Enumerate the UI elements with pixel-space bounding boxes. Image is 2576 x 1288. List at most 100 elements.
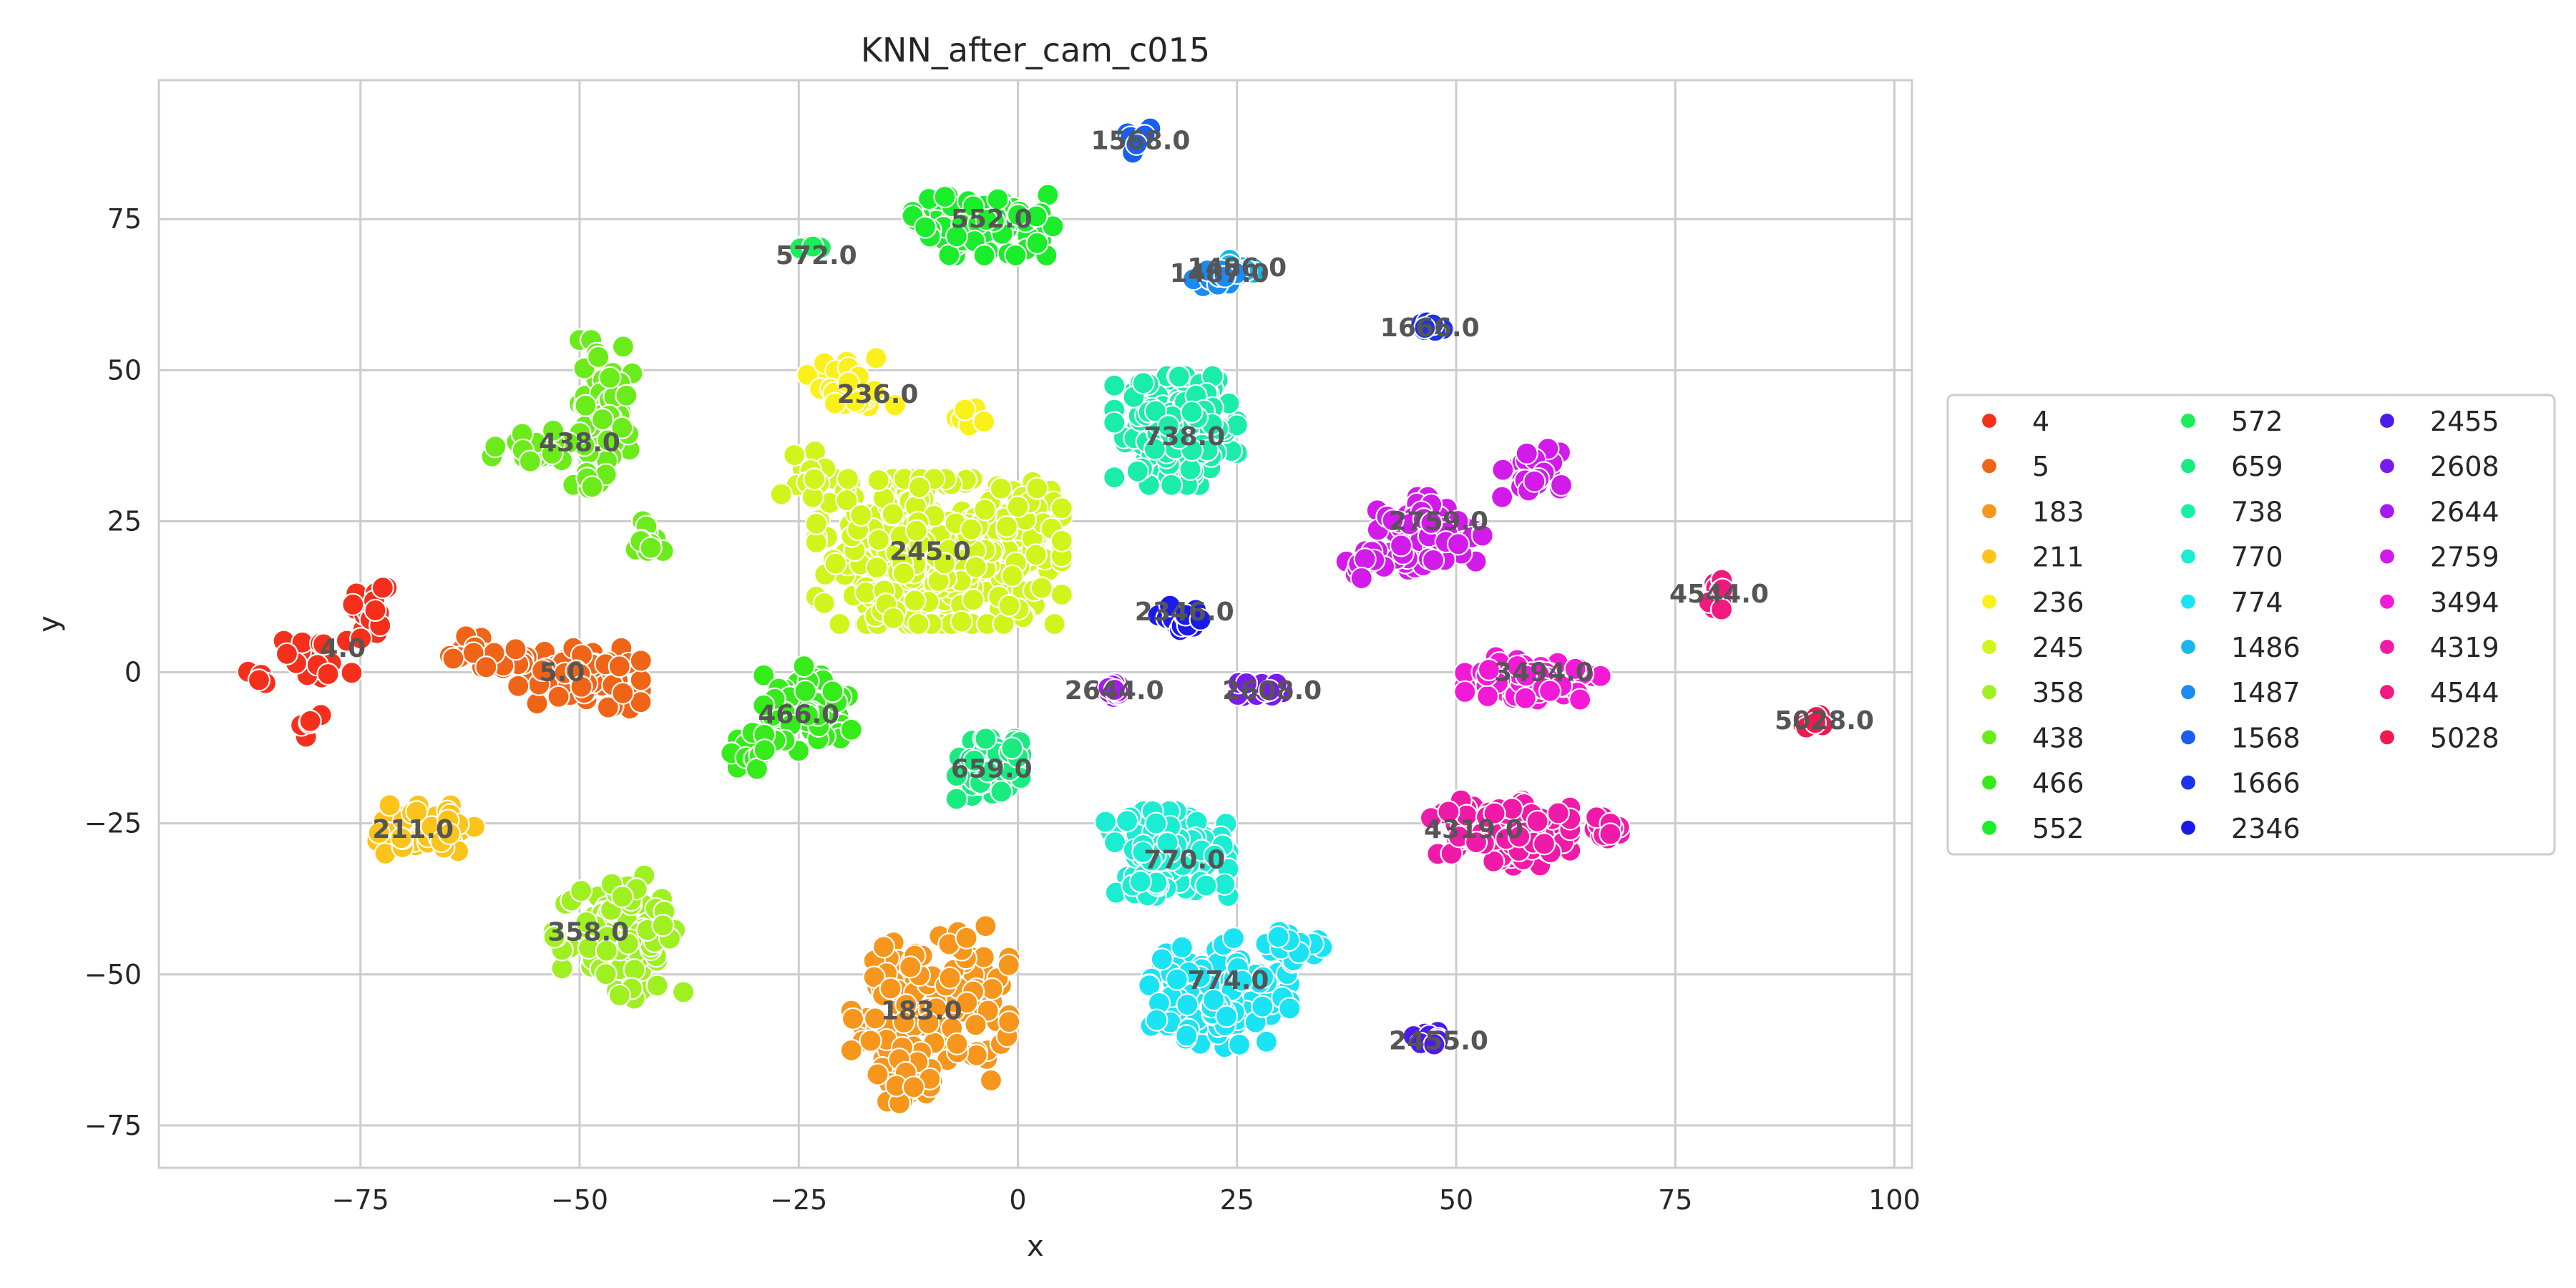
legend-marker — [2378, 638, 2396, 656]
scatter-point — [1476, 684, 1500, 708]
legend-item-2346: 2346 — [2179, 813, 2301, 844]
scatter-point — [298, 709, 322, 733]
cluster-label-2608: 2608.0 — [1222, 676, 1322, 706]
cluster-label-438: 438.0 — [539, 429, 620, 458]
series-3494 — [1453, 645, 1612, 711]
scatter-point — [1803, 711, 1828, 735]
legend-marker — [2378, 457, 2396, 475]
scatter-point — [1131, 840, 1155, 864]
scatter-point — [881, 502, 904, 526]
scatter-point — [608, 983, 631, 1008]
cluster-label-466: 466.0 — [758, 701, 839, 730]
scatter-point — [1179, 457, 1202, 482]
legend-label: 774 — [2231, 587, 2283, 618]
cluster-label-1568: 1568.0 — [1091, 126, 1191, 155]
legend-label: 2759 — [2430, 542, 2499, 573]
scatter-point — [974, 914, 997, 938]
legend-label: 183 — [2032, 496, 2084, 527]
legend-label: 770 — [2231, 542, 2283, 573]
scatter-point — [882, 606, 905, 630]
scatter-point — [1103, 466, 1126, 489]
scatter-point — [792, 655, 816, 678]
scatter-point — [964, 1013, 987, 1037]
scatter-point — [917, 1011, 940, 1035]
scatter-point — [1453, 680, 1477, 703]
scatter-point — [364, 598, 387, 623]
scatter-point — [986, 187, 1010, 211]
scatter-point — [972, 410, 996, 434]
scatter-point — [1150, 947, 1174, 971]
legend-item-3494: 3494 — [2378, 587, 2499, 618]
legend-label: 2644 — [2430, 496, 2499, 527]
scatter-point — [1004, 243, 1028, 267]
scatter-point — [1000, 736, 1024, 760]
y-tick-label: 0 — [125, 657, 142, 688]
scatter-point — [367, 821, 391, 845]
legend-marker — [2179, 683, 2197, 701]
legend-item-2455: 2455 — [2378, 406, 2499, 437]
cluster-label-1486: 1486.0 — [1187, 253, 1287, 283]
legend-label: 466 — [2032, 768, 2084, 799]
cluster-label-4319: 4319.0 — [1424, 815, 1523, 844]
legend-label: 572 — [2231, 406, 2283, 437]
legend-marker — [2378, 592, 2396, 610]
scatter-point — [441, 647, 465, 670]
scatter-point — [752, 693, 776, 717]
scatter-point — [651, 914, 675, 937]
scatter-point — [863, 379, 887, 403]
series-1487 — [1181, 258, 1250, 298]
series-2644 — [1093, 672, 1131, 709]
x-tick-label: −25 — [770, 1184, 827, 1216]
scatter-point — [594, 962, 618, 986]
legend-label: 552 — [2032, 813, 2084, 844]
scatter-point — [824, 552, 847, 575]
series-5 — [438, 625, 653, 721]
legend-label: 4 — [2032, 406, 2049, 437]
scatter-point — [542, 925, 566, 949]
scatter-point — [879, 977, 902, 1000]
legend-item-1568: 1568 — [2179, 722, 2301, 753]
legend-label: 2455 — [2430, 406, 2499, 437]
scatter-point — [639, 536, 663, 560]
legend-item-5028: 5028 — [2378, 722, 2499, 753]
scatter-point — [389, 826, 413, 850]
scatter-point — [1165, 967, 1189, 991]
legend-label: 4544 — [2430, 677, 2499, 708]
scatter-point — [1213, 265, 1236, 288]
scatter-point — [960, 517, 983, 541]
scatter-point — [862, 965, 886, 989]
cluster-label-5: 5.0 — [540, 658, 585, 688]
series-2759 — [1335, 437, 1574, 590]
scatter-point — [1203, 844, 1226, 867]
scatter-point — [1050, 529, 1073, 552]
scatter-point — [867, 468, 890, 492]
scatter-point — [1446, 532, 1470, 556]
x-axis-label: x — [1027, 1230, 1044, 1263]
legend-marker — [2179, 411, 2197, 430]
legend-item-552: 552 — [1980, 813, 2084, 844]
legend-marker — [2179, 457, 2197, 475]
scatter-point — [570, 675, 593, 698]
scatter-point — [783, 443, 806, 467]
scatter-point — [1221, 927, 1246, 950]
cluster-label-659: 659.0 — [951, 755, 1033, 784]
scatter-point — [1225, 414, 1249, 437]
legend-label: 5028 — [2430, 722, 2499, 753]
scatter-point — [769, 482, 793, 506]
legend-label: 738 — [2231, 496, 2283, 527]
y-tick-label: −25 — [84, 808, 142, 839]
cluster-label-236: 236.0 — [837, 380, 919, 409]
legend-item-659: 659 — [2179, 451, 2283, 482]
scatter-point — [1254, 1030, 1279, 1053]
y-tick-label: 50 — [107, 354, 142, 386]
scatter-point — [405, 800, 429, 824]
scatter-point — [953, 398, 977, 421]
legend-marker — [2378, 683, 2396, 701]
scatter-points — [236, 117, 1836, 1115]
scatter-point — [796, 703, 820, 727]
scatter-point — [547, 685, 570, 708]
scatter-point — [611, 681, 635, 705]
series-1568 — [1116, 117, 1162, 165]
x-tick-label: 25 — [1220, 1184, 1254, 1216]
